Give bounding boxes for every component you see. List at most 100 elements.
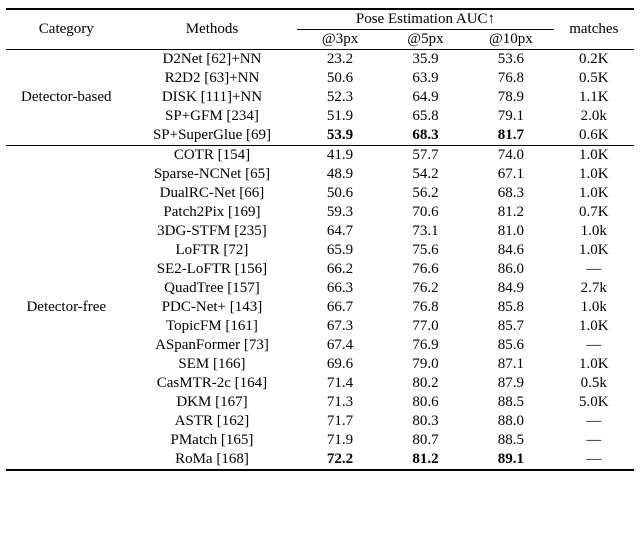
auc-3px-cell: 71.3	[297, 393, 382, 412]
method-cell: DualRC-Net [66]	[127, 184, 298, 203]
table-header: Category Methods Pose Estimation AUC↑ ma…	[6, 9, 634, 50]
method-cell: ASpanFormer [73]	[127, 336, 298, 355]
table-row: Detector-freeCOTR [154]41.957.774.01.0K	[6, 146, 634, 166]
table-row: Detector-basedD2Net [62]+NN23.235.953.60…	[6, 50, 634, 70]
matches-cell: —	[554, 260, 634, 279]
auc-3px-cell: 72.2	[297, 450, 382, 470]
col-5px: @5px	[383, 30, 468, 50]
auc-5px-cell: 35.9	[383, 50, 468, 70]
method-cell: DKM [167]	[127, 393, 298, 412]
auc-3px-cell: 51.9	[297, 107, 382, 126]
matches-cell: 1.0K	[554, 184, 634, 203]
auc-5px-cell: 63.9	[383, 69, 468, 88]
auc-3px-cell: 23.2	[297, 50, 382, 70]
auc-10px-cell: 81.7	[468, 126, 553, 146]
matches-cell: 1.0k	[554, 222, 634, 241]
auc-10px-cell: 87.9	[468, 374, 553, 393]
col-category: Category	[6, 9, 127, 50]
auc-3px-cell: 71.7	[297, 412, 382, 431]
col-methods: Methods	[127, 9, 298, 50]
col-10px: @10px	[468, 30, 553, 50]
matches-cell: —	[554, 412, 634, 431]
method-cell: SE2-LoFTR [156]	[127, 260, 298, 279]
category-cell: Detector-based	[6, 50, 127, 146]
method-cell: ASTR [162]	[127, 412, 298, 431]
matches-cell: 5.0K	[554, 393, 634, 412]
method-cell: SP+GFM [234]	[127, 107, 298, 126]
auc-3px-cell: 41.9	[297, 146, 382, 166]
auc-10px-cell: 88.5	[468, 393, 553, 412]
auc-10px-cell: 84.6	[468, 241, 553, 260]
auc-10px-cell: 74.0	[468, 146, 553, 166]
auc-3px-cell: 48.9	[297, 165, 382, 184]
auc-10px-cell: 88.0	[468, 412, 553, 431]
category-cell: Detector-free	[6, 146, 127, 471]
auc-5px-cell: 76.8	[383, 298, 468, 317]
auc-10px-cell: 85.8	[468, 298, 553, 317]
method-cell: TopicFM [161]	[127, 317, 298, 336]
auc-3px-cell: 52.3	[297, 88, 382, 107]
auc-10px-cell: 76.8	[468, 69, 553, 88]
auc-10px-cell: 88.5	[468, 431, 553, 450]
method-cell: LoFTR [72]	[127, 241, 298, 260]
auc-5px-cell: 80.3	[383, 412, 468, 431]
matches-cell: 1.0K	[554, 355, 634, 374]
method-cell: RoMa [168]	[127, 450, 298, 470]
col-pose: Pose Estimation AUC↑	[297, 9, 553, 30]
auc-5px-cell: 76.2	[383, 279, 468, 298]
auc-3px-cell: 66.3	[297, 279, 382, 298]
auc-5px-cell: 81.2	[383, 450, 468, 470]
auc-5px-cell: 65.8	[383, 107, 468, 126]
auc-5px-cell: 70.6	[383, 203, 468, 222]
matches-cell: 2.0k	[554, 107, 634, 126]
auc-5px-cell: 73.1	[383, 222, 468, 241]
matches-cell: 1.0K	[554, 146, 634, 166]
method-cell: SP+SuperGlue [69]	[127, 126, 298, 146]
auc-10px-cell: 81.2	[468, 203, 553, 222]
auc-10px-cell: 85.6	[468, 336, 553, 355]
auc-5px-cell: 80.6	[383, 393, 468, 412]
auc-3px-cell: 71.4	[297, 374, 382, 393]
auc-10px-cell: 84.9	[468, 279, 553, 298]
auc-10px-cell: 78.9	[468, 88, 553, 107]
auc-3px-cell: 71.9	[297, 431, 382, 450]
auc-10px-cell: 87.1	[468, 355, 553, 374]
method-cell: D2Net [62]+NN	[127, 50, 298, 70]
auc-10px-cell: 85.7	[468, 317, 553, 336]
method-cell: Sparse-NCNet [65]	[127, 165, 298, 184]
method-cell: R2D2 [63]+NN	[127, 69, 298, 88]
auc-5px-cell: 64.9	[383, 88, 468, 107]
auc-5px-cell: 80.2	[383, 374, 468, 393]
matches-cell: —	[554, 431, 634, 450]
col-3px: @3px	[297, 30, 382, 50]
auc-10px-cell: 67.1	[468, 165, 553, 184]
method-cell: PMatch [165]	[127, 431, 298, 450]
auc-3px-cell: 53.9	[297, 126, 382, 146]
matches-cell: —	[554, 450, 634, 470]
auc-3px-cell: 50.6	[297, 184, 382, 203]
matches-cell: 0.6K	[554, 126, 634, 146]
auc-3px-cell: 50.6	[297, 69, 382, 88]
auc-3px-cell: 67.3	[297, 317, 382, 336]
col-matches: matches	[554, 9, 634, 50]
auc-3px-cell: 64.7	[297, 222, 382, 241]
method-cell: COTR [154]	[127, 146, 298, 166]
method-cell: PDC-Net+ [143]	[127, 298, 298, 317]
auc-5px-cell: 54.2	[383, 165, 468, 184]
auc-10px-cell: 79.1	[468, 107, 553, 126]
auc-5px-cell: 79.0	[383, 355, 468, 374]
matches-cell: 2.7k	[554, 279, 634, 298]
auc-3px-cell: 66.7	[297, 298, 382, 317]
table-body: Detector-basedD2Net [62]+NN23.235.953.60…	[6, 50, 634, 471]
matches-cell: 1.0K	[554, 165, 634, 184]
auc-5px-cell: 75.6	[383, 241, 468, 260]
method-cell: DISK [111]+NN	[127, 88, 298, 107]
auc-5px-cell: 80.7	[383, 431, 468, 450]
auc-5px-cell: 77.0	[383, 317, 468, 336]
method-cell: CasMTR-2c [164]	[127, 374, 298, 393]
matches-cell: 0.2K	[554, 50, 634, 70]
auc-3px-cell: 69.6	[297, 355, 382, 374]
auc-10px-cell: 89.1	[468, 450, 553, 470]
results-table: Category Methods Pose Estimation AUC↑ ma…	[6, 8, 634, 471]
matches-cell: 1.1K	[554, 88, 634, 107]
